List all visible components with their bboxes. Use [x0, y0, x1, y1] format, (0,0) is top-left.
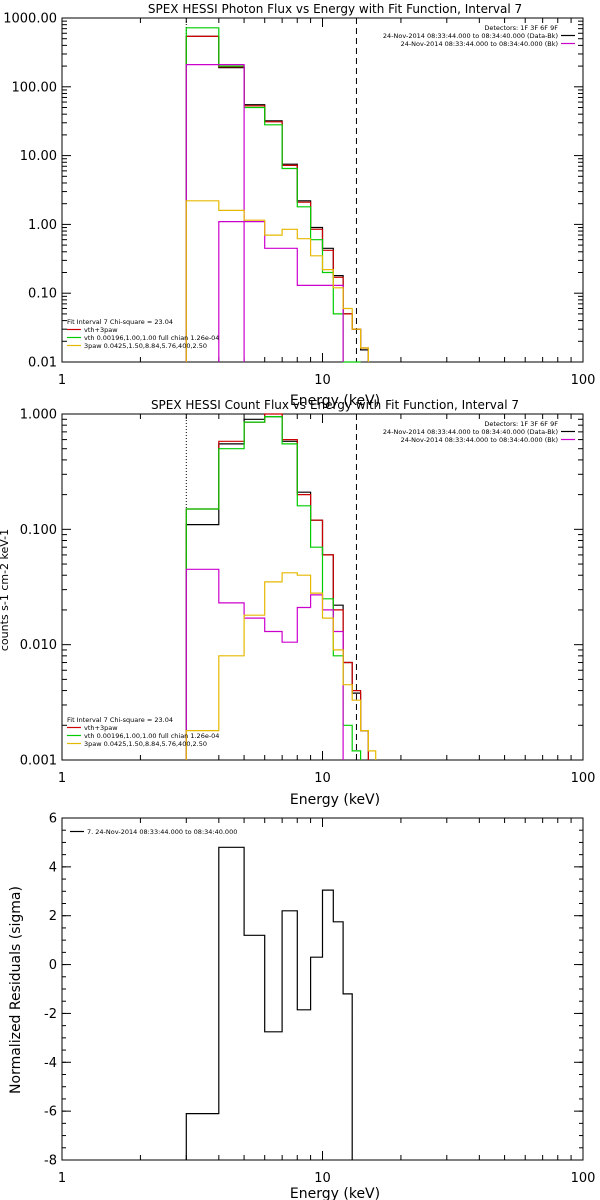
legend-right-entry: 24-Nov-2014 08:33:44.000 to 08:34:40.000…	[383, 32, 558, 40]
plot-frame	[61, 17, 584, 363]
y-tick-label: 0.001	[20, 754, 57, 769]
y-tick-label: 0.01	[28, 356, 57, 371]
series-bk	[185, 413, 369, 760]
legend-right-entry: 24-Nov-2014 08:33:44.000 to 08:34:40.000…	[383, 428, 558, 436]
y-tick-label: 1000.00	[3, 12, 57, 27]
x-tick-label: 1	[58, 373, 66, 388]
x-tick-label: 100	[571, 771, 596, 786]
series-data	[185, 35, 369, 362]
residuals-panel: Energy (keV) Normalized Residuals (sigma…	[8, 812, 595, 1200]
series-vth	[185, 416, 362, 760]
count-flux-panel: SPEX HESSI Count Flux vs Energy with Fit…	[0, 398, 595, 808]
y-tick-label: -8	[44, 1154, 57, 1169]
y-tick-label: 0	[49, 958, 57, 973]
series-bk_data	[218, 221, 344, 362]
y-tick-label: 0.100	[20, 523, 57, 538]
x-tick-label: 10	[314, 1171, 331, 1186]
photon-flux-panel: SPEX HESSI Photon Flux vs Energy with Fi…	[3, 2, 595, 409]
count-flux-title: SPEX HESSI Count Flux vs Energy with Fit…	[151, 398, 519, 412]
series-data	[185, 416, 369, 760]
series-data	[185, 846, 353, 1160]
x-tick-label: 1	[58, 771, 66, 786]
x-tick-label: 10	[314, 771, 331, 786]
photon-flux-xlabel: Energy (keV)	[290, 393, 380, 409]
y-tick-label: -6	[44, 1105, 57, 1120]
series-spaw	[185, 200, 369, 362]
legend-left-entry: vth 0.00196,1.00,1.00 full chian 1.26e-0…	[84, 334, 219, 342]
y-tick-label: 100.00	[12, 80, 58, 95]
residuals-xlabel: Energy (keV)	[290, 1186, 380, 1200]
series-spaw	[185, 572, 377, 760]
count-flux-ylabel: counts s-1 cm-2 keV-1	[0, 529, 11, 651]
y-tick-label: 0.10	[28, 287, 57, 302]
legend-right-entry: Detectors: 1F 3F 6F 9F	[484, 420, 558, 428]
y-tick-label: 4	[49, 860, 57, 875]
legend-left-entry: 3paw 0.0425,1.50,8.84,5.76,400,2.50	[84, 342, 207, 350]
y-tick-label: -2	[44, 1007, 57, 1022]
x-tick-label: 100	[571, 1171, 596, 1186]
y-tick-label: 1.000	[20, 408, 57, 423]
series-bk	[185, 35, 369, 362]
y-tick-label: -4	[44, 1056, 57, 1071]
legend-right-entry: Detectors: 1F 3F 6F 9F	[484, 24, 558, 32]
x-tick-label: 100	[571, 373, 596, 388]
y-tick-label: 0.010	[20, 638, 57, 653]
legend-left-entry: vth 0.00196,1.00,1.00 full chian 1.26e-0…	[84, 732, 219, 740]
legend-left-entry: vth+3paw	[84, 724, 118, 732]
series-vth	[185, 27, 361, 363]
y-tick-label: 1.00	[28, 218, 57, 233]
plot-frame	[61, 817, 584, 1161]
y-tick-label: 2	[49, 909, 57, 924]
series-bk_data	[185, 63, 245, 362]
y-tick-label: 6	[49, 812, 57, 827]
x-tick-label: 1	[58, 1171, 66, 1186]
series-bk_data	[185, 568, 344, 760]
legend-left-entry: Fit Interval 7 Chi-square = 23.04	[67, 318, 173, 326]
x-tick-label: 10	[314, 373, 331, 388]
legend-left-entry: vth+3paw	[84, 326, 118, 334]
legend-right-entry: 24-Nov-2014 08:33:44.000 to 08:34:40.000…	[401, 40, 558, 48]
legend-left-entry: Fit Interval 7 Chi-square = 23.04	[67, 716, 173, 724]
legend-left-entry: 3paw 0.0425,1.50,8.84,5.76,400,2.50	[84, 740, 207, 748]
y-tick-label: 10.00	[20, 149, 57, 164]
legend-left-entry: 7. 24-Nov-2014 08:33:44.000 to 08:34:40.…	[87, 828, 237, 836]
legend-right-entry: 24-Nov-2014 08:33:44.000 to 08:34:40.000…	[401, 436, 558, 444]
residuals-ylabel: Normalized Residuals (sigma)	[8, 886, 24, 1094]
count-flux-xlabel: Energy (keV)	[290, 792, 380, 808]
photon-flux-title: SPEX HESSI Photon Flux vs Energy with Fi…	[148, 2, 522, 16]
